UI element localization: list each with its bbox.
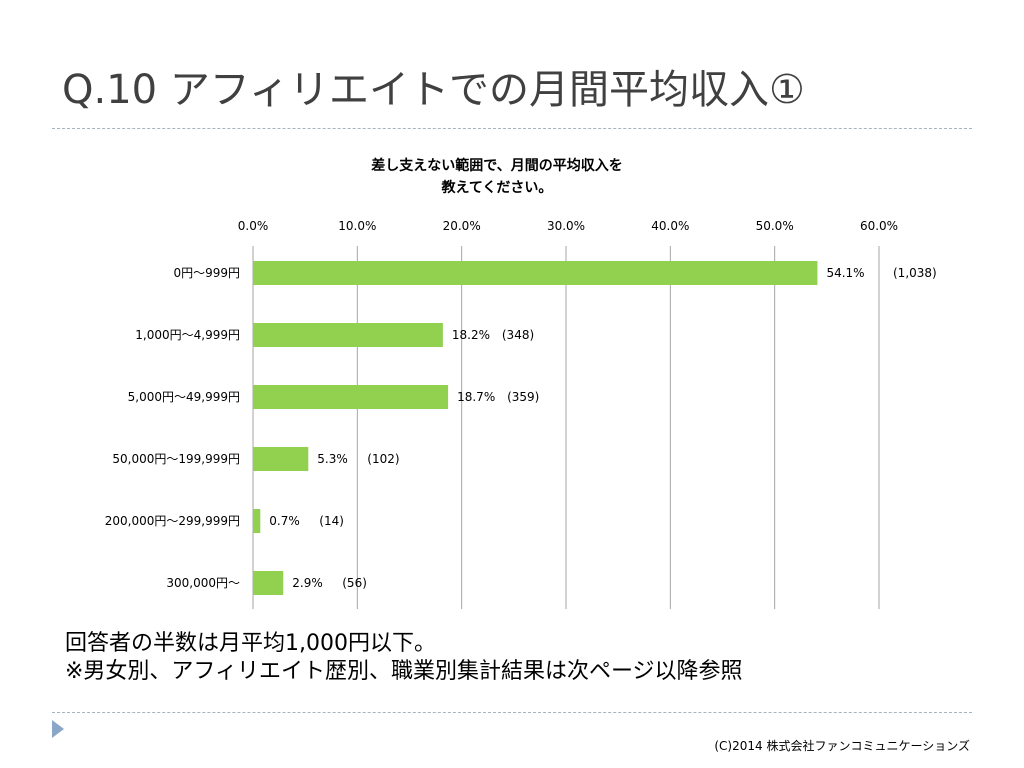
- summary-note: 回答者の半数は月平均1,000円以下。: [65, 631, 436, 656]
- x-tick-label: 50.0%: [756, 219, 794, 233]
- chart-title-line-1: 差し支えない範囲で、月間の平均収入を: [371, 157, 622, 174]
- bar: [253, 447, 309, 471]
- bar: [253, 261, 818, 285]
- count-label: (56): [342, 576, 367, 590]
- reference-note: ※男女別、アフィリエイト歴別、職業別集計結果は次ページ以降参照: [65, 659, 743, 684]
- category-label: 200,000円～299,999円: [105, 514, 240, 528]
- title-divider: [52, 128, 972, 129]
- x-tick-label: 10.0%: [338, 219, 376, 233]
- category-label: 1,000円～4,999円: [135, 328, 240, 342]
- footer-divider: [52, 712, 972, 713]
- bars: 0円～999円 54.1% (1,038) 1,000円～4,999円 18.2% (34…: [105, 261, 937, 595]
- x-tick-label: 20.0%: [443, 219, 481, 233]
- category-label: 300,000円～: [166, 576, 240, 590]
- count-label: (348): [502, 328, 534, 342]
- x-tick-label: 60.0%: [860, 219, 898, 233]
- x-axis-ticks: 0.0% 10.0% 20.0% 30.0% 40.0% 50.0% 60.0%: [238, 219, 898, 233]
- bar: [253, 509, 261, 533]
- gridlines: [252, 246, 880, 609]
- bar: [253, 323, 443, 347]
- bar: [253, 385, 449, 409]
- x-tick-label: 30.0%: [547, 219, 585, 233]
- count-label: (14): [319, 514, 344, 528]
- summary-notes: 回答者の半数は月平均1,000円以下。 ※男女別、アフィリエイト歴別、職業別集計…: [65, 630, 743, 686]
- category-label: 0円～999円: [173, 266, 240, 280]
- value-label: 0.7%: [269, 514, 300, 528]
- value-label: 5.3%: [317, 452, 348, 466]
- x-tick-label: 40.0%: [651, 219, 689, 233]
- count-label: (359): [507, 390, 539, 404]
- category-label: 50,000円～199,999円: [112, 452, 240, 466]
- bar: [253, 571, 284, 595]
- value-label: 54.1%: [826, 266, 864, 280]
- slide-title: Q.10 アフィリエイトでの月間平均収入①: [62, 67, 805, 113]
- category-label: 5,000円～49,999円: [128, 390, 240, 404]
- value-label: 18.7%: [457, 390, 495, 404]
- count-label: (102): [367, 452, 399, 466]
- value-label: 18.2%: [452, 328, 490, 342]
- next-slide-arrow-icon[interactable]: [52, 720, 64, 738]
- chart-title-line-2: 教えてください。: [442, 179, 553, 196]
- count-label: (1,038): [893, 266, 937, 280]
- bar-chart: 差し支えない範囲で、月間の平均収入を 教えてください。 0.0% 10.0% 20.…: [105, 157, 937, 609]
- value-label: 2.9%: [292, 576, 323, 590]
- x-tick-label: 0.0%: [238, 219, 269, 233]
- copyright-text: (C)2014 株式会社ファンコミュニケーションズ: [714, 739, 970, 753]
